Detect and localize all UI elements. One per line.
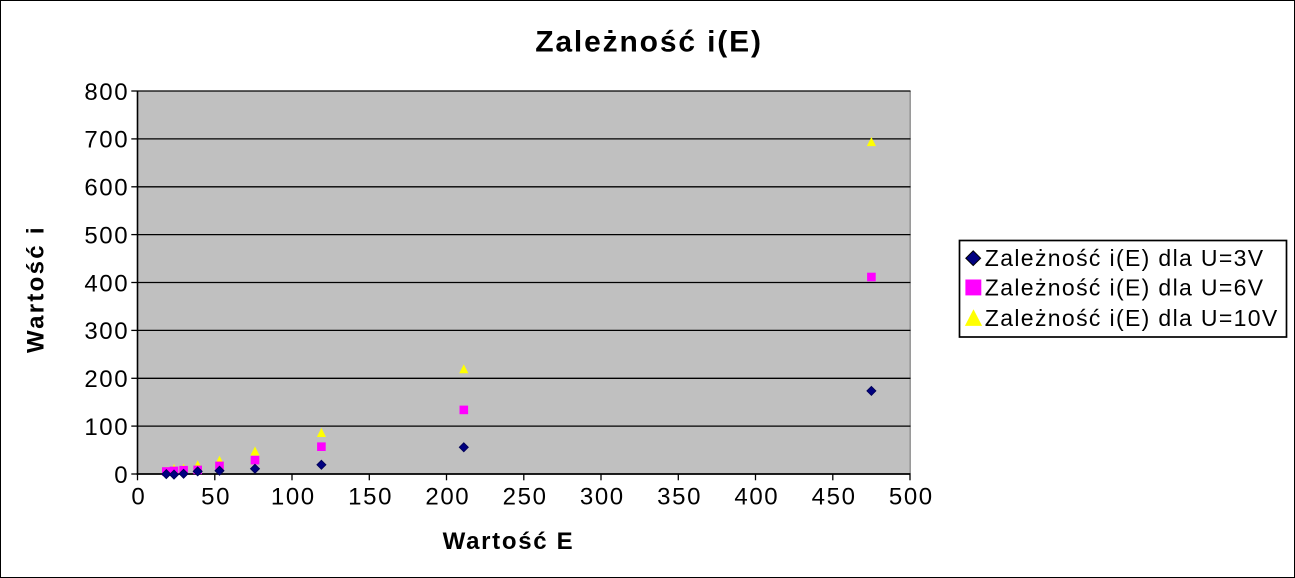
svg-text:Wartość i: Wartość i [23, 225, 50, 353]
svg-text:700: 700 [84, 127, 129, 154]
svg-text:Zależność i(E) dla U=10V: Zależność i(E) dla U=10V [985, 305, 1279, 331]
svg-text:450: 450 [812, 483, 857, 510]
svg-text:400: 400 [734, 483, 779, 510]
svg-text:Zależność i(E) dla U=6V: Zależność i(E) dla U=6V [985, 274, 1265, 300]
svg-text:400: 400 [84, 270, 129, 297]
svg-text:200: 200 [84, 366, 129, 393]
svg-text:Zależność i(E): Zależność i(E) [535, 25, 763, 58]
svg-text:200: 200 [425, 483, 470, 510]
svg-text:500: 500 [84, 222, 129, 249]
svg-text:300: 300 [580, 483, 625, 510]
svg-text:150: 150 [348, 483, 393, 510]
svg-text:Zależność i(E) dla U=3V: Zależność i(E) dla U=3V [985, 245, 1265, 271]
svg-text:250: 250 [503, 483, 548, 510]
svg-text:50: 50 [201, 483, 231, 510]
svg-text:Wartość E: Wartość E [443, 528, 575, 555]
svg-text:600: 600 [84, 175, 129, 202]
svg-text:800: 800 [84, 79, 129, 106]
svg-text:0: 0 [114, 462, 129, 489]
svg-text:500: 500 [889, 483, 934, 510]
svg-text:350: 350 [657, 483, 702, 510]
svg-text:100: 100 [84, 414, 129, 441]
svg-text:300: 300 [84, 318, 129, 345]
svg-text:0: 0 [131, 483, 146, 510]
svg-text:100: 100 [271, 483, 316, 510]
